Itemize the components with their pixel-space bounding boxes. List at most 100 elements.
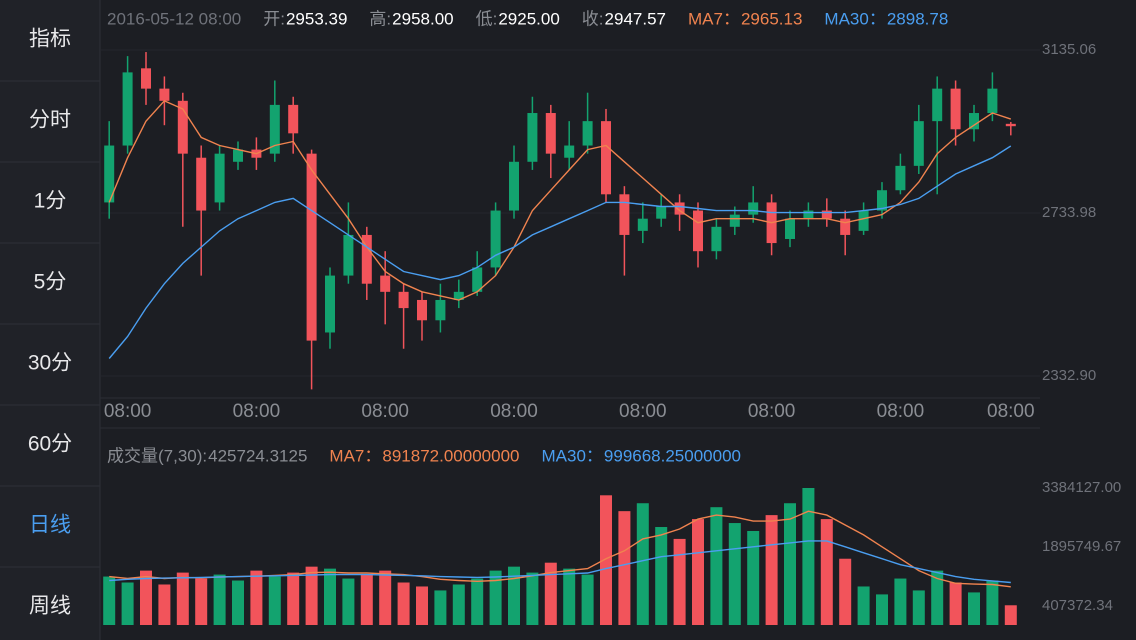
y-tick-label: 2733.98 [1042,204,1096,221]
sidebar-item[interactable]: 周线 [29,595,71,618]
sidebar-item[interactable]: 5分 [34,271,67,294]
volume-bar [636,503,649,625]
candle-body [619,194,630,235]
candle-body [141,68,151,89]
volume-bar [1004,605,1017,625]
ma-line [109,540,1011,584]
volume-bar [508,566,520,625]
volume-bar [563,568,576,625]
volume-bar [434,590,447,625]
candle-body [545,113,556,154]
volume-bar [140,570,152,625]
readout-name: 开: [263,9,285,28]
candle-body [417,299,427,321]
volume-bar [673,538,686,625]
volume-bar [931,570,944,625]
volume-bar [949,582,962,625]
readout-value: 2925.00 [498,9,559,28]
volume-bar [250,570,263,625]
candle-body [601,121,611,195]
candle-body [435,299,446,321]
x-tick-label: 08:00 [490,401,538,422]
readout-name: 成交量(7,30): [107,446,207,465]
candle-body [656,206,667,219]
volume-bar [213,574,226,625]
candle-body [269,104,280,154]
y-tick-label: 407372.34 [1042,597,1113,614]
candle-body [858,210,869,231]
volume-bar [802,488,815,625]
volume-bar [765,515,778,625]
ma-line [108,145,1012,359]
candle-body [453,291,464,300]
candle-body [527,113,538,162]
volume-bar [489,570,502,625]
candle-body [729,214,740,227]
sidebar-item[interactable]: 1分 [34,190,67,213]
x-tick-label: 08:00 [748,401,796,422]
candle-body [803,210,814,219]
volume-bar [728,523,741,625]
volume-bar [894,578,907,625]
candle-body [895,165,906,191]
volume-bar [397,582,410,625]
candle-body [177,100,188,154]
x-tick-label: 08:00 [361,401,409,422]
sidebar [0,0,100,640]
sidebar-item[interactable]: 日线 [29,514,71,537]
volume-bar [195,578,208,625]
volume-bar [360,574,373,625]
readout-value: 2965.13 [741,9,802,28]
volume-bar [452,584,465,625]
readout-value: 425724.3125 [208,446,307,465]
readout-name: MA7： [688,9,740,28]
volume-bar [912,590,925,625]
candle-body [821,210,832,219]
candle-body [159,88,170,101]
readout-name: MA7： [329,446,381,465]
readout-name: MA30： [824,9,885,28]
candle-body [361,234,372,284]
volume-bar [784,503,796,625]
readout-value: 2947.57 [605,9,666,28]
readout-value: 891872.00000000 [382,446,519,465]
candle-body [582,121,593,146]
volume-bar [158,584,171,625]
candle-body [913,121,924,166]
x-tick-label: 08:00 [877,401,925,422]
candle-body [509,161,519,211]
sidebar-item[interactable]: 指标 [29,28,71,51]
candle-body [380,275,391,292]
volume-bar [581,574,594,625]
sidebar-item[interactable]: 30分 [28,352,72,375]
candle-body [748,202,759,215]
sidebar-item[interactable]: 60分 [28,433,72,456]
volume-bar [176,572,189,625]
volume-bar [232,580,244,625]
volume-bar [986,580,999,625]
volume-bar [600,495,612,625]
volume-bar [121,582,134,625]
volume-bar [747,530,760,625]
sidebar-item[interactable]: 分时 [29,109,71,132]
readout-value: 2958.00 [392,9,453,28]
candle-body [122,72,133,146]
y-tick-label: 3384127.00 [1042,479,1121,496]
volume-bar [305,566,318,625]
candle-body [1005,123,1016,127]
candle-body [877,190,887,211]
candle-body [398,291,409,309]
volume-bar [820,519,833,625]
readout-value: 2898.78 [887,9,948,28]
candle-body [785,218,795,240]
volume-bar [839,558,852,625]
volume-bar [618,511,631,625]
candle-body [325,275,335,333]
x-tick-label: 08:00 [987,401,1035,422]
volume-bar [526,572,539,625]
candle-body [472,267,483,292]
candle-body [674,202,685,215]
